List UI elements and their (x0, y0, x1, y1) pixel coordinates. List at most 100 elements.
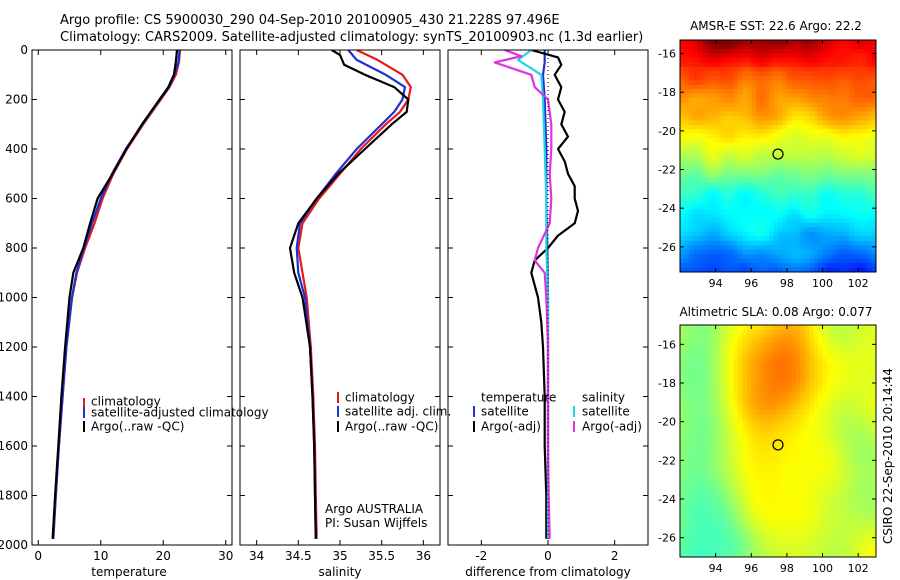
heatmap-cell (800, 84, 806, 90)
heatmap-cell (684, 71, 690, 77)
heatmap-cell (800, 80, 806, 86)
heatmap-cell (853, 218, 859, 224)
heatmap-cell (818, 120, 824, 126)
heatmap-cell (858, 494, 864, 500)
heatmap-cell (751, 200, 757, 206)
heatmap-cell (871, 106, 876, 112)
heatmap-cell (800, 40, 806, 46)
heatmap-cell (809, 245, 815, 251)
heatmap-cell (862, 325, 868, 331)
heatmap-cell (835, 418, 841, 424)
heatmap-cell (729, 427, 735, 433)
heatmap-cell (840, 80, 846, 86)
heatmap-cell (693, 383, 699, 389)
heatmap-cell (729, 507, 735, 513)
heatmap-cell (849, 534, 855, 540)
heatmap-cell (697, 222, 703, 228)
heatmap-cell (786, 129, 792, 135)
heatmap-cell (773, 263, 779, 269)
heatmap-cell (844, 200, 850, 206)
heatmap-cell (764, 53, 770, 59)
heatmap-cell (760, 48, 766, 54)
heatmap-cell (782, 129, 788, 135)
heatmap-cell (835, 164, 841, 170)
heatmap-cell (862, 111, 868, 117)
heatmap-cell (818, 89, 824, 95)
heatmap-cell (711, 267, 717, 272)
heatmap-cell (715, 365, 721, 371)
heatmap-cell (742, 142, 748, 148)
heatmap-cell (720, 200, 726, 206)
heatmap-cell (746, 115, 752, 121)
heatmap-cell (862, 205, 868, 211)
map-xtick-label: 102 (848, 562, 869, 575)
heatmap-cell (800, 227, 806, 233)
heatmap-cell (755, 552, 761, 557)
heatmap-cell (733, 499, 739, 505)
heatmap-cell (795, 71, 801, 77)
heatmap-cell (746, 231, 752, 237)
heatmap-cell (835, 374, 841, 380)
heatmap-cell (729, 254, 735, 260)
heatmap-cell (764, 539, 770, 545)
heatmap-cell (853, 89, 859, 95)
heatmap-cell (804, 481, 810, 487)
heatmap-cell (786, 481, 792, 487)
heatmap-cell (706, 418, 712, 424)
heatmap-cell (711, 400, 717, 406)
heatmap-cell (711, 512, 717, 518)
heatmap-cell (800, 240, 806, 246)
heatmap-cell (795, 396, 801, 402)
heatmap-cell (746, 48, 752, 54)
heatmap-cell (853, 258, 859, 264)
heatmap-cell (827, 222, 833, 228)
heatmap-cell (688, 391, 694, 397)
ytick-label: 1800 (0, 489, 28, 503)
heatmap-cell (684, 98, 690, 104)
heatmap-cell (813, 200, 819, 206)
heatmap-cell (871, 263, 876, 269)
heatmap-cell (729, 467, 735, 473)
heatmap-cell (680, 169, 686, 175)
heatmap-cell (827, 169, 833, 175)
heatmap-cell (684, 66, 690, 72)
heatmap-cell (786, 164, 792, 170)
heatmap-cell (822, 53, 828, 59)
heatmap-cell (773, 205, 779, 211)
heatmap-cell (715, 89, 721, 95)
heatmap-cell (688, 160, 694, 166)
heatmap-cell (729, 169, 735, 175)
heatmap-cell (715, 173, 721, 179)
heatmap-cell (697, 449, 703, 455)
heatmap-cell (813, 534, 819, 540)
heatmap-cell (746, 62, 752, 68)
heatmap-cell (800, 476, 806, 482)
heatmap-cell (849, 378, 855, 384)
heatmap-cell (760, 391, 766, 397)
heatmap-cell (720, 548, 726, 554)
heatmap-cell (711, 503, 717, 509)
heatmap-cell (849, 458, 855, 464)
heatmap-cell (697, 472, 703, 478)
heatmap-cell (813, 400, 819, 406)
heatmap-cell (827, 507, 833, 513)
heatmap-cell (769, 463, 775, 469)
heatmap-cell (849, 62, 855, 68)
heatmap-cell (795, 525, 801, 531)
heatmap-cell (693, 436, 699, 442)
heatmap-cell (746, 111, 752, 117)
heatmap-cell (684, 102, 690, 108)
heatmap-cell (724, 507, 730, 513)
heatmap-cell (724, 485, 730, 491)
heatmap-cell (764, 236, 770, 242)
heatmap-cell (831, 409, 837, 415)
heatmap-cell (706, 378, 712, 384)
heatmap-cell (702, 467, 708, 473)
sst-map-title: AMSR-E SST: 22.6 Argo: 22.2 (690, 19, 862, 33)
heatmap-cell (871, 245, 876, 251)
heatmap-cell (827, 378, 833, 384)
heatmap-cell (764, 543, 770, 549)
heatmap-cell (773, 449, 779, 455)
heatmap-cell (746, 57, 752, 63)
heatmap-cell (684, 449, 690, 455)
